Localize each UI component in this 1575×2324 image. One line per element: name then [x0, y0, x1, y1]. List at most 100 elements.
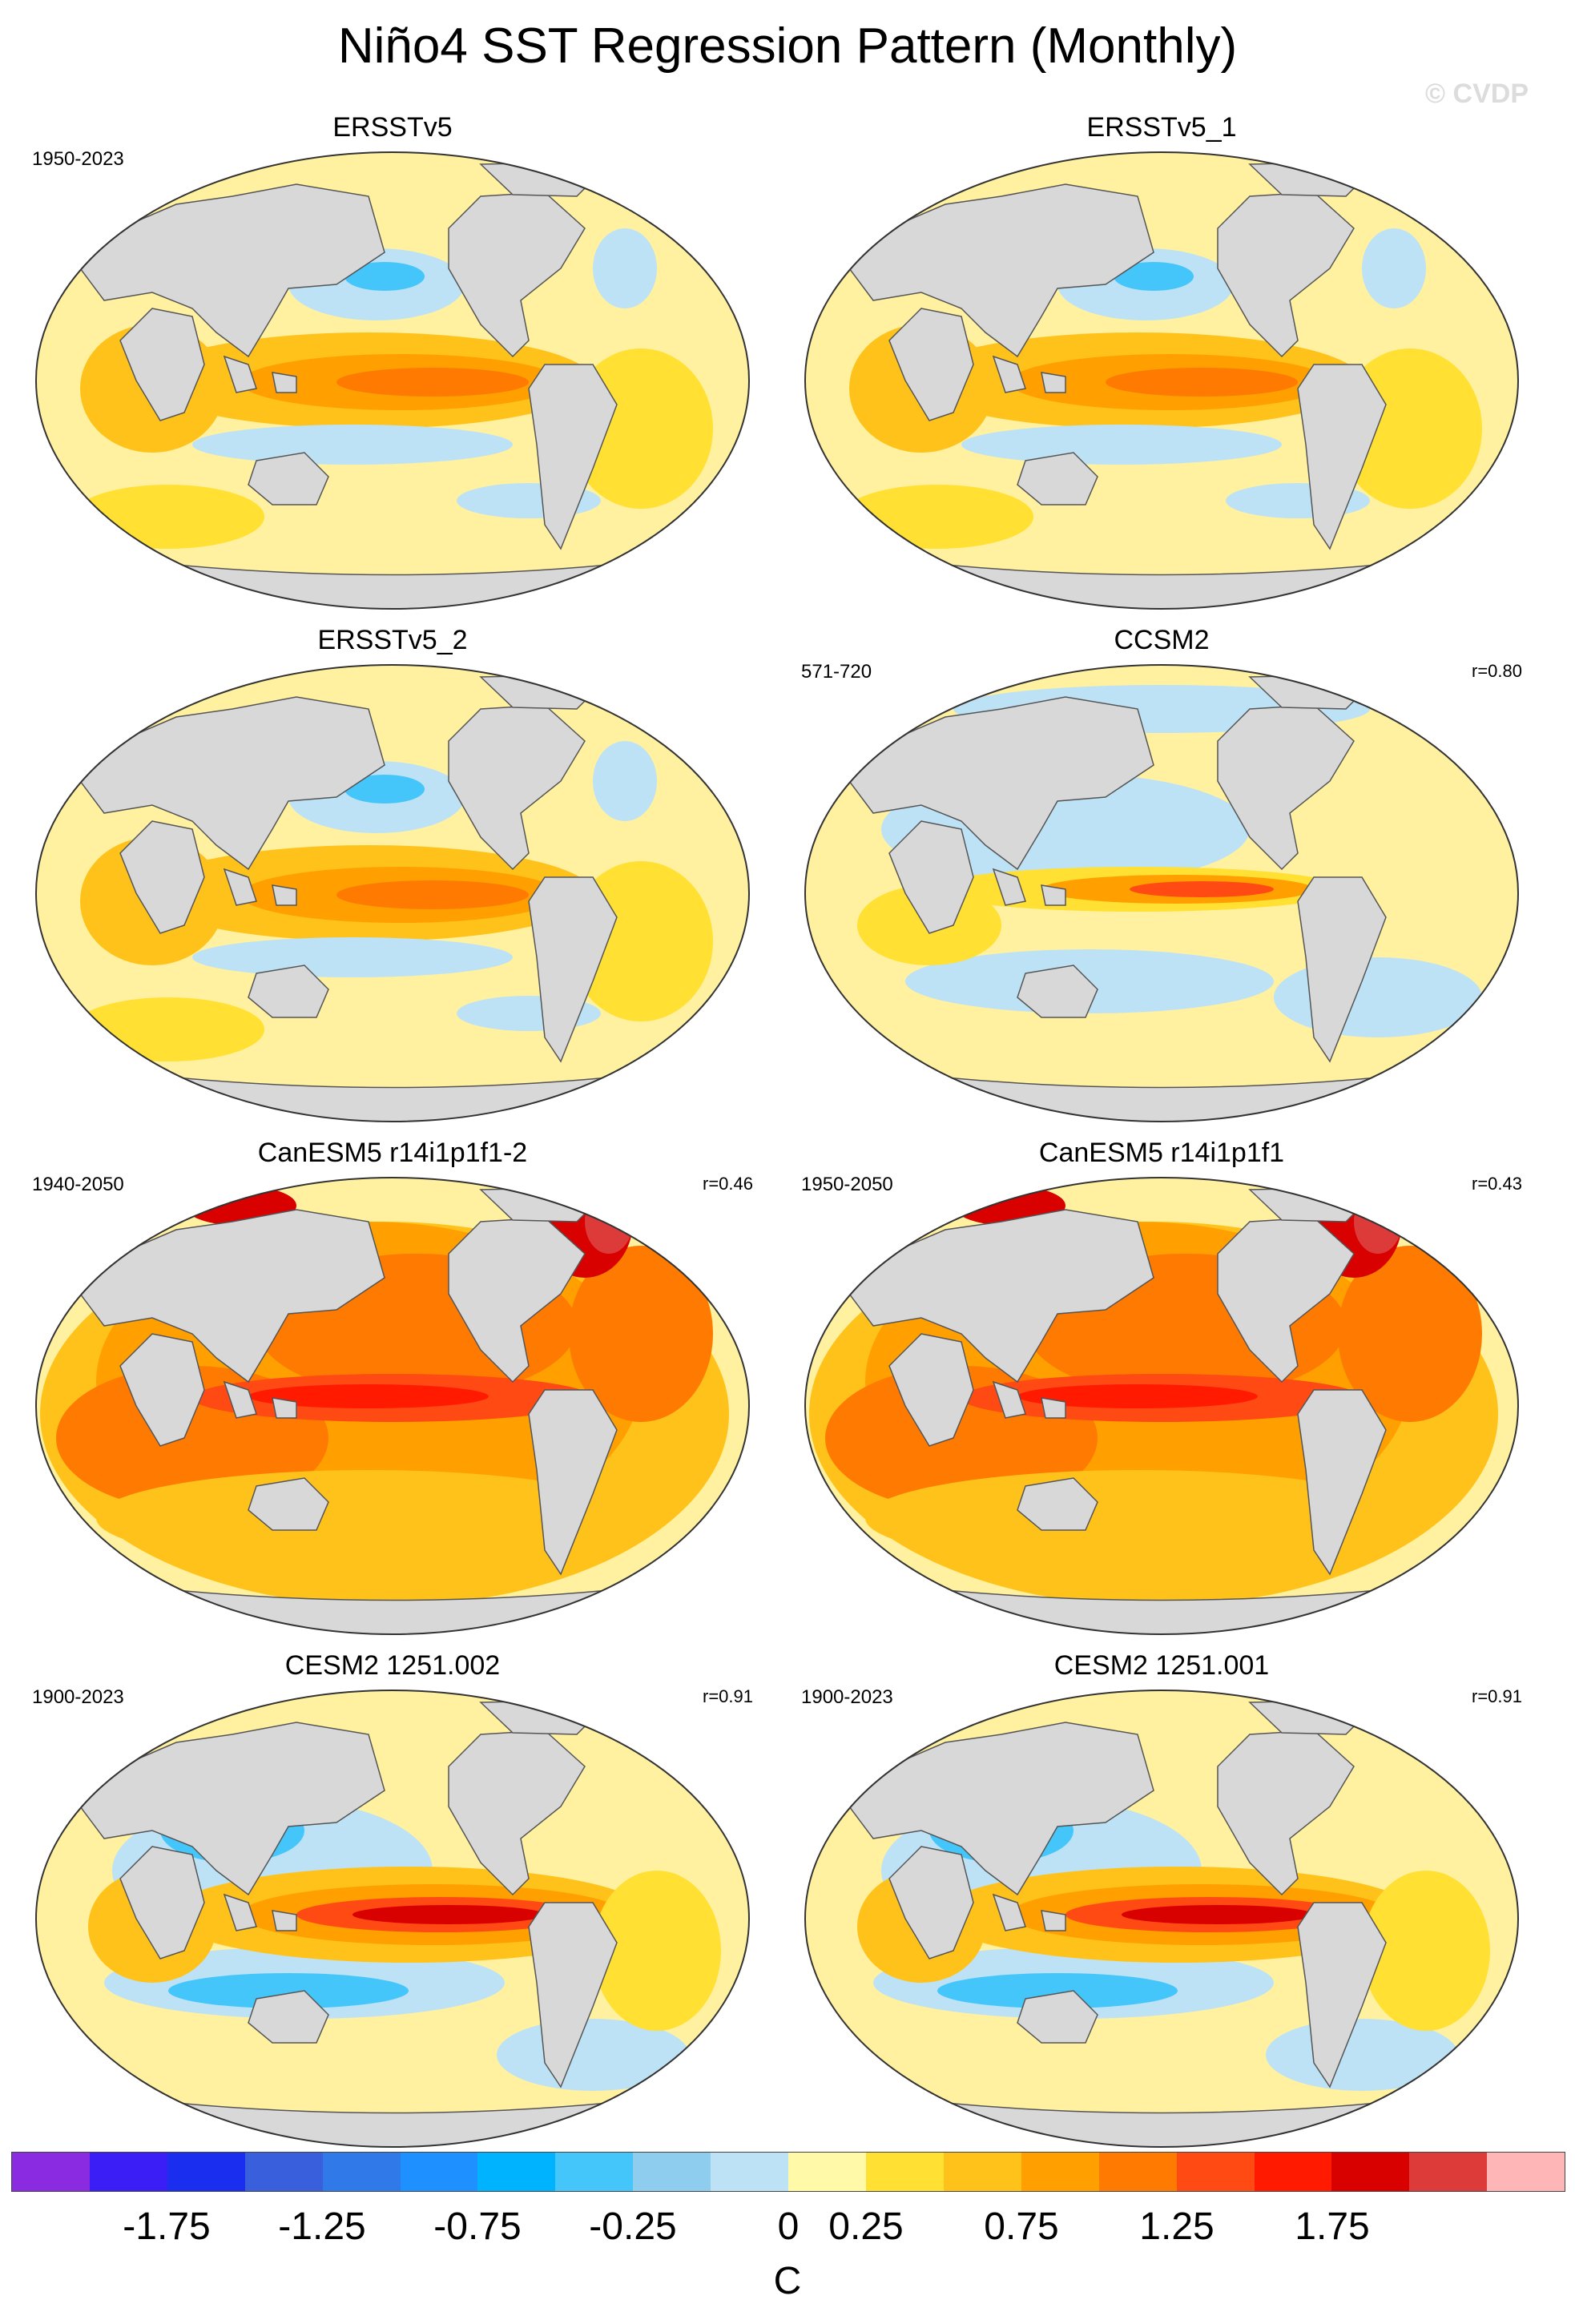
colorbar-unit: C: [773, 2260, 802, 2302]
land-mass: [888, 308, 974, 421]
anomaly-contour: [865, 1470, 1410, 1566]
colorbar-swatch: [400, 2153, 478, 2191]
colorbar-swatch: [1098, 2153, 1177, 2191]
land-mass: [1217, 1730, 1355, 1896]
panel-correlation: r=0.91: [1472, 1686, 1522, 1706]
land-mass: [528, 1389, 618, 1576]
map-border: [804, 1177, 1519, 1635]
panel-title: CanESM5 r14i1p1f1: [1038, 1138, 1285, 1168]
map-panel: CESM2 1251.001 1900-2023 r=0.91: [801, 1650, 1522, 2155]
land-mass: [1217, 191, 1355, 358]
map-border: [35, 1177, 750, 1635]
anomaly-contour: [344, 262, 425, 291]
land-mass: [272, 884, 297, 906]
colorbar-swatch: [555, 2153, 634, 2191]
land-mass: [248, 1990, 329, 2044]
land-mass: [248, 1477, 329, 1531]
land-mass: [448, 1217, 586, 1384]
land-mass: [223, 868, 257, 906]
land-mass: [448, 704, 586, 871]
map-panel: CanESM5 r14i1p1f1 1950-2050 r=0.43: [801, 1138, 1522, 1642]
land-mass: [992, 1893, 1026, 1931]
panel-correlation: r=0.43: [1472, 1174, 1522, 1194]
land-mass: [1017, 965, 1098, 1018]
land-mass: [528, 1902, 618, 2088]
map-panel: ERSSTv5 1950-2023: [32, 112, 753, 617]
anomaly-contour: [1274, 957, 1482, 1037]
colorbar-swatch: [1021, 2153, 1099, 2191]
panel-period: 1900-2023: [801, 1686, 893, 1708]
land-mass: [1017, 452, 1098, 505]
land-mass: [119, 308, 205, 421]
anomaly-contour: [336, 880, 529, 909]
map-border: [804, 151, 1519, 610]
land-mass: [119, 820, 205, 934]
panel-period: 1900-2023: [32, 1686, 124, 1708]
panel-title: ERSSTv5_2: [317, 625, 468, 655]
colorbar-swatch: [322, 2153, 401, 2191]
land-mass: [888, 820, 974, 934]
colorbar-swatch: [1409, 2153, 1488, 2191]
land-mass: [272, 372, 297, 393]
projected-world-map: [35, 1690, 750, 2148]
projected-world-map: [35, 664, 750, 1122]
colorbar-tick-label: 0.25: [828, 2205, 904, 2248]
colorbar-swatch: [943, 2153, 1021, 2191]
colorbar-tick-label: -0.75: [433, 2205, 522, 2248]
panel-title: CanESM5 r14i1p1f1-2: [257, 1138, 528, 1168]
anomaly-contour: [961, 425, 1282, 465]
colorbar-swatch: [167, 2153, 245, 2191]
anomaly-contour: [569, 1246, 713, 1422]
panel-period: 1950-2023: [32, 148, 124, 170]
colorbar-swatch: [89, 2153, 167, 2191]
anomaly-contour: [841, 485, 1033, 549]
colorbar-swatch: [1176, 2153, 1255, 2191]
panel-correlation: r=0.46: [703, 1174, 753, 1194]
map-panel: CCSM2 571-720 r=0.80: [801, 625, 1522, 1130]
projected-world-map: [804, 664, 1519, 1122]
colorbar-tick-label: 1.25: [1139, 2205, 1214, 2248]
land-mass: [1297, 876, 1387, 1063]
colorbar-tick-label: 0.75: [984, 2205, 1059, 2248]
anomaly-contour: [344, 775, 425, 804]
anomaly-contour: [1017, 1384, 1258, 1408]
colorbar-swatch: [477, 2153, 556, 2191]
projected-world-map: [804, 1690, 1519, 2148]
projected-world-map: [35, 151, 750, 610]
colorbar-swatch: [244, 2153, 323, 2191]
panel-title: CCSM2: [1114, 625, 1210, 655]
land-mass: [1297, 1902, 1387, 2088]
land-mass: [888, 1846, 974, 1959]
anomaly-contour: [1114, 262, 1194, 291]
anomaly-contour: [593, 741, 657, 821]
land-mass: [1041, 1397, 1066, 1419]
land-mass: [248, 452, 329, 505]
anomaly-contour: [1130, 881, 1274, 897]
map-panel: ERSSTv5_1: [801, 112, 1522, 617]
land-mass: [1041, 1910, 1066, 1931]
anomaly-contour: [937, 1973, 1178, 2008]
projected-world-map: [35, 1177, 750, 1635]
land-mass: [119, 1333, 205, 1447]
land-mass: [888, 1333, 974, 1447]
land-mass: [448, 191, 586, 358]
land-mass: [992, 868, 1026, 906]
colorbar-ticks: -1.75 -1.25 -0.75 -0.25 0 0.25 0.75 1.25 1.75: [11, 2205, 1565, 2253]
anomaly-contour: [168, 1973, 409, 2008]
anomaly-contour: [593, 228, 657, 308]
anomaly-contour: [1338, 1246, 1482, 1422]
anomaly-contour: [336, 368, 529, 397]
anomaly-contour: [192, 425, 513, 465]
land-mass: [1217, 704, 1355, 871]
anomaly-contour: [72, 997, 264, 1061]
panel-correlation: r=0.91: [703, 1686, 753, 1706]
land-mass: [223, 1893, 257, 1931]
map-border: [35, 1690, 750, 2148]
map-panel: CESM2 1251.002 1900-2023 r=0.91: [32, 1650, 753, 2155]
panel-title: CESM2 1251.002: [284, 1650, 501, 1681]
land-mass: [1017, 1990, 1098, 2044]
panel-period: 571-720: [801, 661, 872, 683]
anomaly-contour: [593, 1871, 721, 2031]
anomaly-contour: [1354, 1190, 1402, 1254]
colorbar-swatch: [1487, 2153, 1565, 2191]
